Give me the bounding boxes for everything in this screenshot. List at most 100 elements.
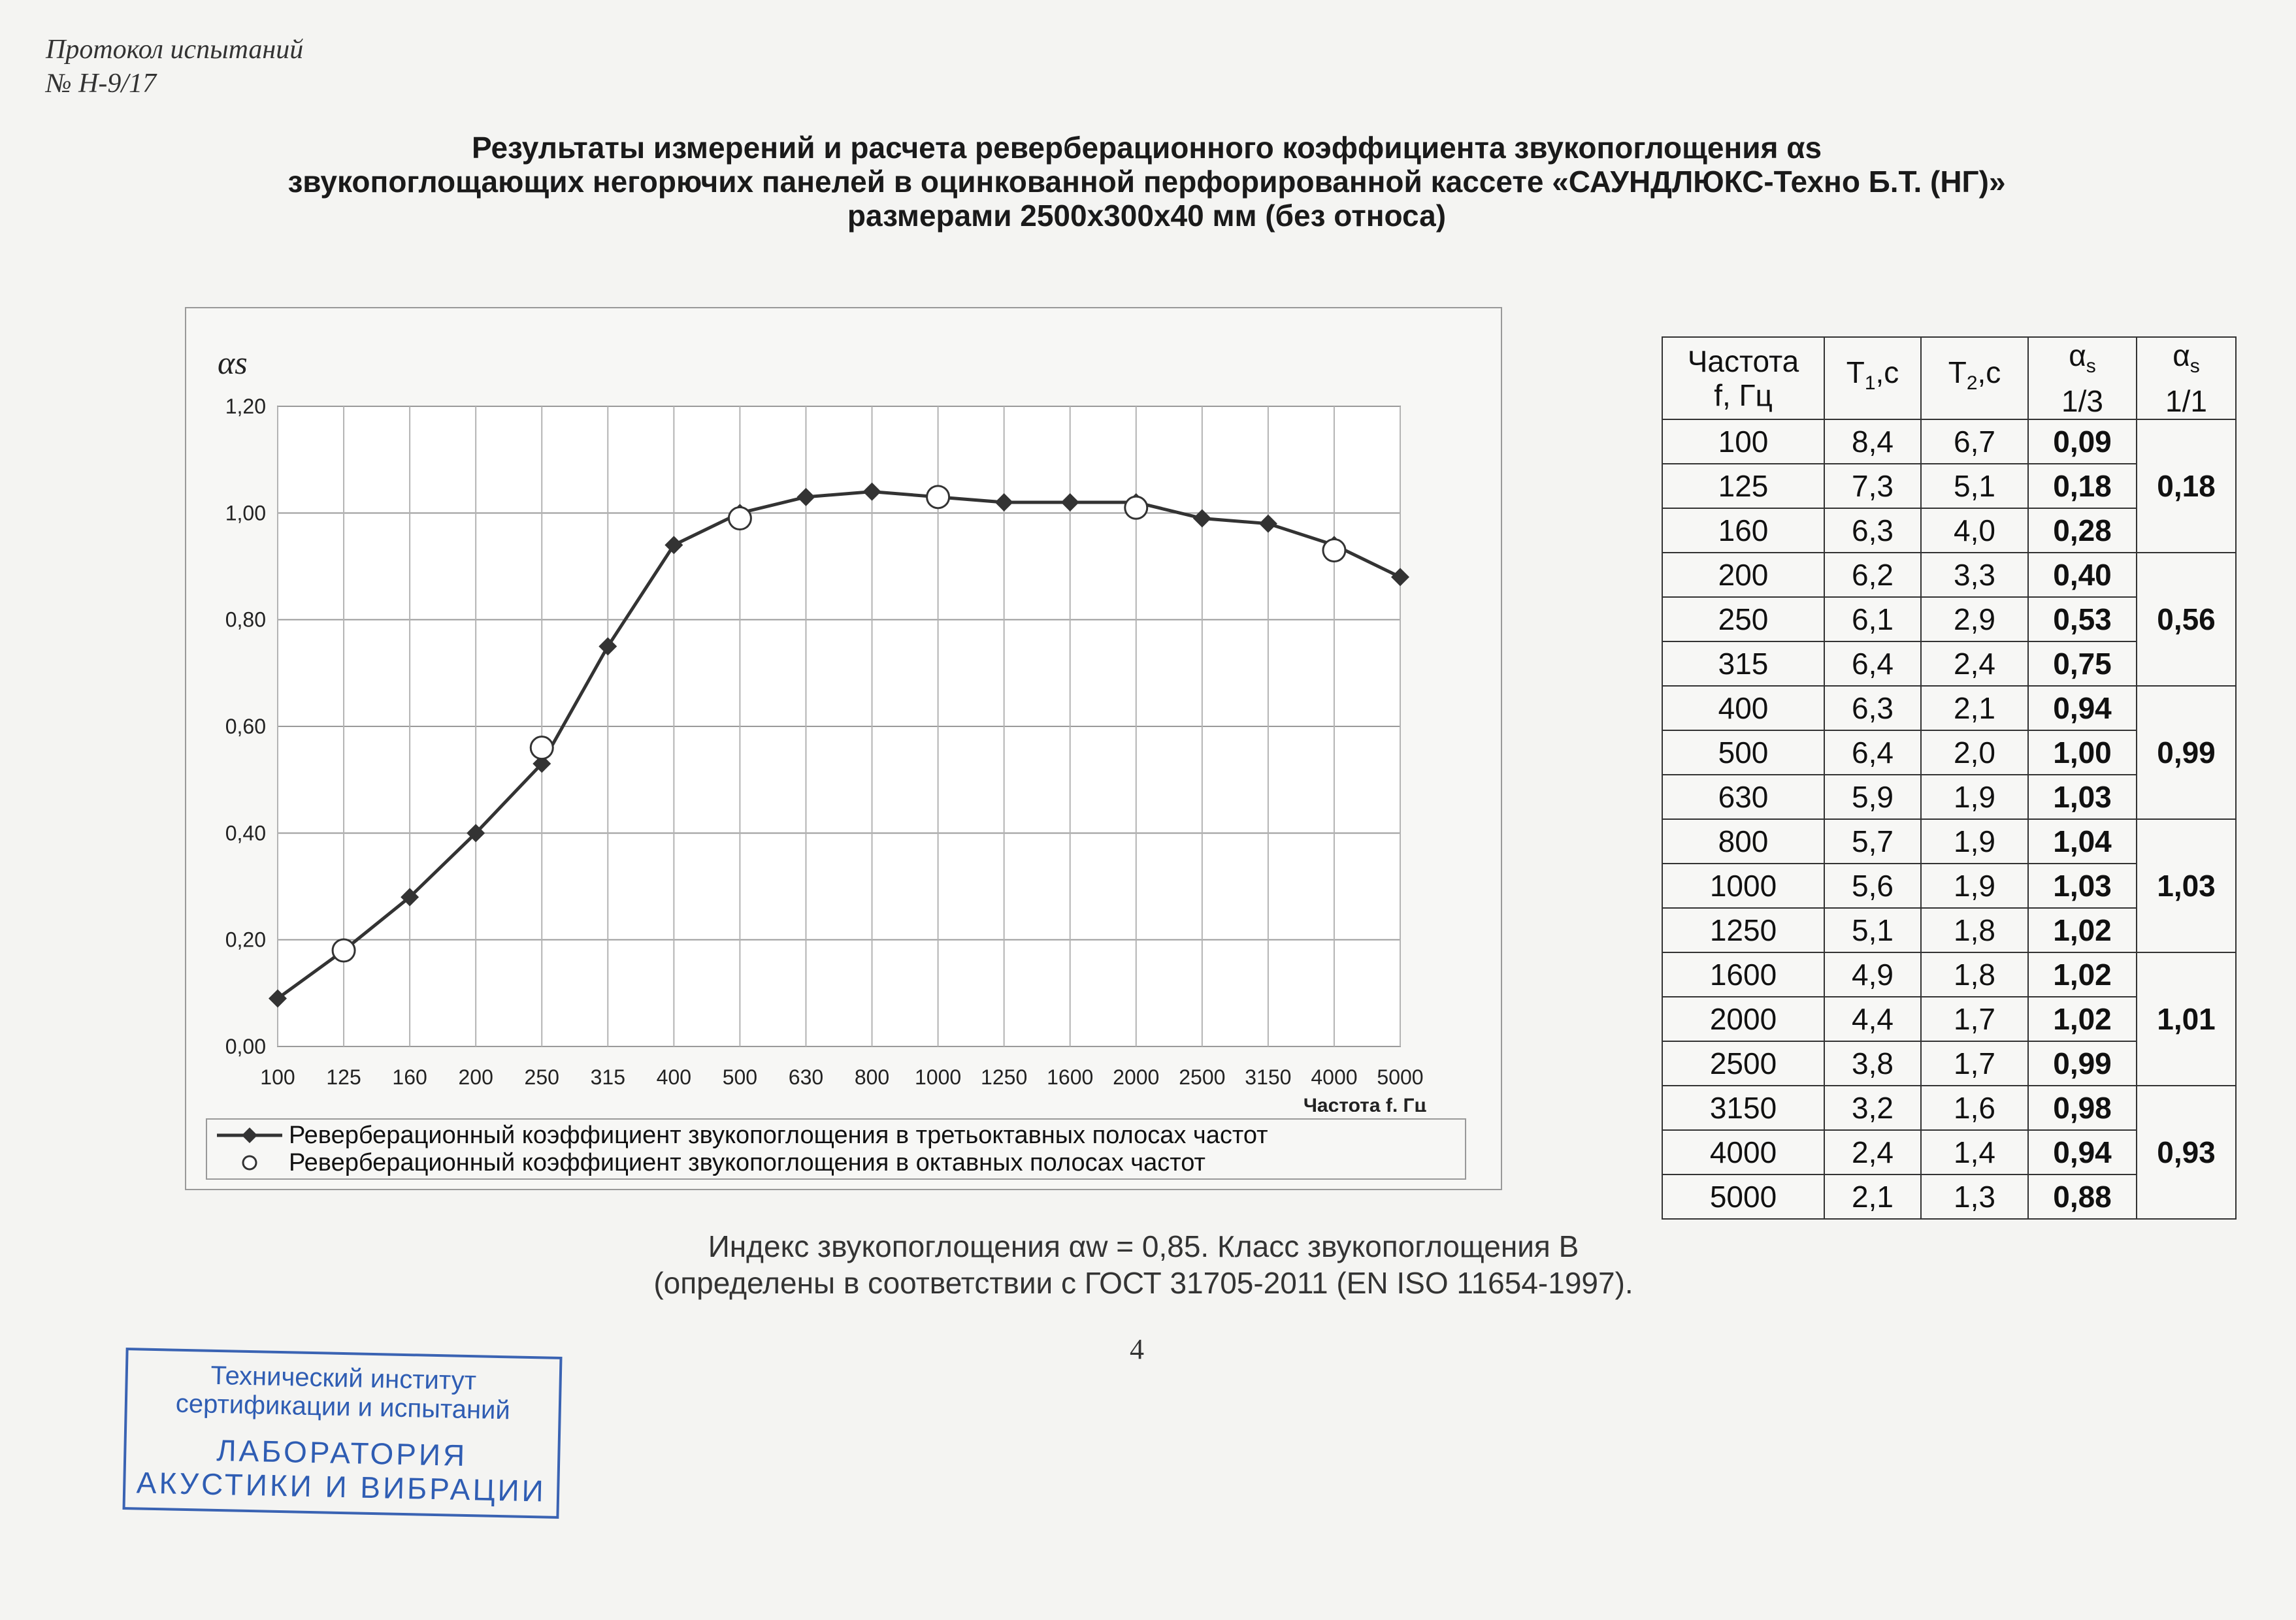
- cell-alpha-octave: 1,01: [2136, 952, 2237, 1086]
- table-row: 2500 3,8 1,7 0,99: [1662, 1041, 2236, 1086]
- x-tick-label: 630: [789, 1065, 823, 1089]
- cell-alpha-third: 1,03: [2027, 774, 2137, 820]
- third-octave-point: [599, 637, 617, 656]
- protocol-title: Протокол испытаний: [46, 35, 304, 65]
- cell-t1: 4,9: [1824, 952, 1922, 997]
- y-tick-label: 0,00: [225, 1035, 266, 1058]
- table-row: 500 6,4 2,0 1,00: [1662, 730, 2236, 775]
- x-axis-label: Частота f, Гц: [1304, 1095, 1427, 1112]
- cell-t1: 6,3: [1824, 508, 1922, 553]
- legend-label-octave: Реверберационный коэффициент звукопоглощ…: [289, 1149, 1205, 1176]
- cell-t2: 1,8: [1920, 952, 2029, 997]
- cell-t1: 3,8: [1824, 1041, 1922, 1086]
- cell-t2: 1,9: [1920, 863, 2029, 909]
- cell-t1: 5,6: [1824, 863, 1922, 909]
- cell-alpha-third: 0,94: [2027, 1129, 2137, 1175]
- cell-alpha-octave: 1,03: [2136, 818, 2237, 953]
- cell-t2: 1,3: [1920, 1174, 2029, 1220]
- table-row: 200 6,2 3,3 0,40 0,56: [1662, 552, 2237, 687]
- cell-alpha-third: 0,88: [2027, 1174, 2137, 1220]
- table-row: 800 5,7 1,9 1,04 1,03: [1662, 818, 2237, 953]
- cell-t2: 2,1: [1920, 685, 2029, 731]
- table-row: 100 8,4 6,7 0,09 0,18: [1662, 419, 2237, 553]
- x-tick-label: 500: [723, 1065, 757, 1089]
- table-row: 160 6,3 4,0 0,28: [1662, 508, 2236, 553]
- cell-t2: 2,9: [1920, 596, 2029, 642]
- y-tick-label: 1,20: [225, 395, 266, 418]
- cell-t2: 6,7: [1920, 419, 2029, 464]
- third-octave-point: [533, 754, 551, 773]
- cell-t1: 5,9: [1824, 774, 1922, 820]
- cell-alpha-third: 0,18: [2027, 463, 2137, 509]
- cell-frequency: 800: [1662, 818, 1825, 864]
- x-tick-label: 125: [326, 1065, 361, 1089]
- title-line-3: размерами 2500х300х40 мм (без относа): [847, 199, 1447, 233]
- col-t1: T1,с: [1824, 336, 1922, 420]
- cell-alpha-third: 0,94: [2027, 685, 2137, 731]
- x-tick-label: 2000: [1113, 1065, 1159, 1089]
- title-line-1: Результаты измерений и расчета ревербера…: [471, 131, 1822, 165]
- table-header-row: Частота f, Гц T1,с T2,с αs 1/3 αs 1/1: [1662, 336, 2237, 420]
- open-circle-marker-icon: [242, 1155, 257, 1171]
- x-tick-label: 2500: [1179, 1065, 1225, 1089]
- x-tick-label: 100: [260, 1065, 295, 1089]
- cell-t2: 3,3: [1920, 552, 2029, 598]
- cell-t2: 5,1: [1920, 463, 2029, 509]
- octave-point: [926, 485, 951, 510]
- table-row: 630 5,9 1,9 1,03: [1662, 774, 2236, 820]
- x-tick-label: 250: [525, 1065, 559, 1089]
- octave-point: [727, 506, 752, 530]
- x-tick-label: 400: [657, 1065, 691, 1089]
- y-axis-label: αs: [218, 344, 248, 381]
- table-row: 5000 2,1 1,3 0,88: [1662, 1174, 2236, 1220]
- cell-t1: 7,3: [1824, 463, 1922, 509]
- absorption-chart: 0,00 0,20 0,40 0,60 0,80 1,00 1,20 100 125 160 200…: [185, 307, 1502, 1190]
- third-octave-point: [401, 888, 419, 907]
- cell-t1: 2,1: [1824, 1174, 1922, 1220]
- cell-t1: 6,3: [1824, 685, 1922, 731]
- table-row: 2000 4,4 1,7 1,02: [1662, 996, 2236, 1042]
- cell-t1: 6,2: [1824, 552, 1922, 598]
- third-octave-point: [1391, 568, 1409, 587]
- cell-alpha-third: 0,28: [2027, 508, 2137, 553]
- cell-alpha-third: 0,09: [2027, 419, 2137, 464]
- cell-t1: 6,4: [1824, 641, 1922, 687]
- cell-t2: 1,6: [1920, 1085, 2029, 1131]
- cell-alpha-third: 0,99: [2027, 1041, 2137, 1086]
- cell-frequency: 160: [1662, 508, 1825, 553]
- diamond-marker-icon: [217, 1127, 282, 1143]
- legend-item-third-octave: Реверберационный коэффициент звукопоглощ…: [207, 1121, 1462, 1150]
- cell-alpha-third: 1,02: [2027, 996, 2137, 1042]
- cell-t1: 5,7: [1824, 818, 1922, 864]
- third-octave-point: [1192, 509, 1211, 528]
- cell-frequency: 100: [1662, 419, 1825, 464]
- cell-alpha-octave: 0,93: [2136, 1085, 2237, 1220]
- cell-alpha-third: 1,00: [2027, 730, 2137, 775]
- cell-frequency: 5000: [1662, 1174, 1825, 1220]
- protocol-number: № Н-9/17: [46, 69, 157, 99]
- third-octave-point: [664, 536, 683, 555]
- cell-frequency: 250: [1662, 596, 1825, 642]
- y-tick-label: 0,20: [225, 928, 266, 952]
- cell-alpha-octave: 0,99: [2136, 685, 2237, 820]
- cell-t2: 1,9: [1920, 774, 2029, 820]
- table-row: 125 7,3 5,1 0,18: [1662, 463, 2236, 509]
- octave-point: [1124, 495, 1149, 520]
- table-row: 315 6,4 2,4 0,75: [1662, 641, 2236, 687]
- cell-t2: 2,0: [1920, 730, 2029, 775]
- cell-alpha-third: 0,40: [2027, 552, 2137, 598]
- cell-alpha-octave: 0,56: [2136, 552, 2237, 687]
- cell-frequency: 400: [1662, 685, 1825, 731]
- cell-frequency: 3150: [1662, 1085, 1825, 1131]
- cell-alpha-third: 0,53: [2027, 596, 2137, 642]
- x-tick-label: 5000: [1377, 1065, 1423, 1089]
- y-tick-label: 0,60: [225, 715, 266, 738]
- third-octave-point: [1258, 514, 1277, 533]
- octave-point: [1322, 538, 1347, 562]
- cell-alpha-third: 1,02: [2027, 952, 2137, 997]
- cell-frequency: 500: [1662, 730, 1825, 775]
- chart-canvas: 0,00 0,20 0,40 0,60 0,80 1,00 1,20 100 125 160 200…: [218, 344, 1427, 1112]
- cell-t2: 1,4: [1920, 1129, 2029, 1175]
- absorption-index-note: Индекс звукопоглощения αw = 0,85. Класс …: [457, 1228, 1829, 1301]
- cell-alpha-third: 1,02: [2027, 907, 2137, 953]
